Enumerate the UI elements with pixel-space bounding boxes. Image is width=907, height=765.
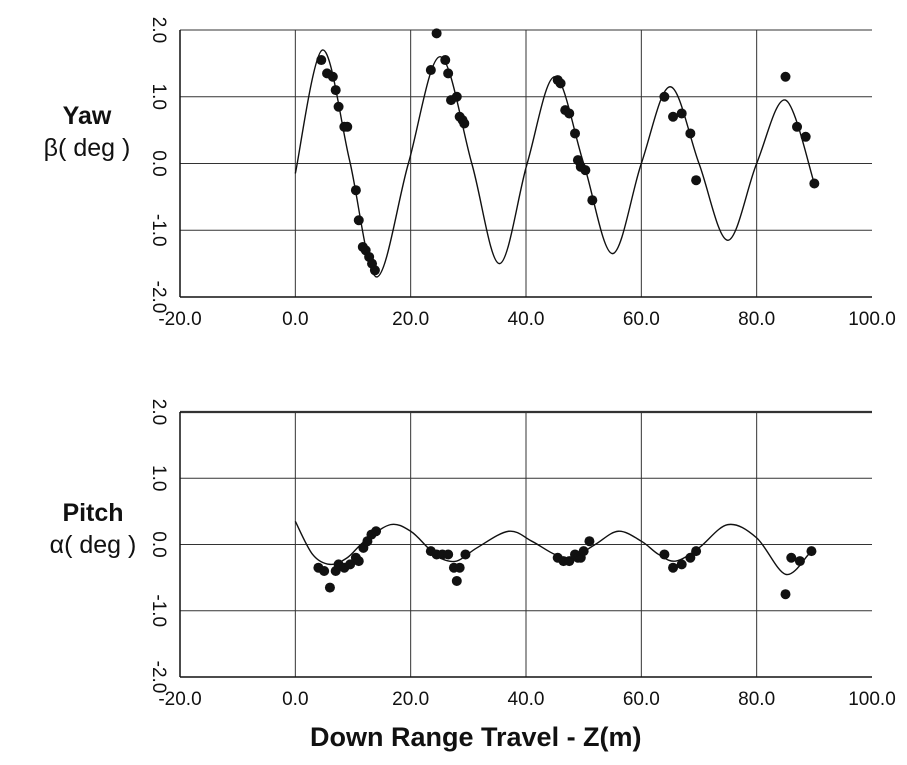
yaw-x-tick-label: 0.0: [282, 309, 308, 330]
pitch-x-tick-label: 40.0: [508, 689, 545, 710]
yaw-data-point: [587, 195, 598, 206]
pitch-y-tick-label: -2.0: [148, 661, 169, 694]
pitch-axis-label-unit: α( deg ): [49, 531, 137, 559]
pitch-x-tick-label: 0.0: [282, 689, 308, 710]
pitch-data-point: [584, 536, 595, 547]
pitch-x-tick-label: 20.0: [392, 689, 429, 710]
pitch-data-point: [345, 559, 356, 570]
yaw-x-tick-label: -20.0: [158, 309, 201, 330]
yaw-y-tick-label: 0.0: [148, 150, 169, 176]
pitch-data-point: [443, 549, 454, 560]
yaw-x-tick-label: 100.0: [848, 309, 896, 330]
yaw-data-point: [342, 121, 353, 132]
pitch-data-point: [353, 556, 364, 567]
yaw-data-point: [451, 91, 462, 102]
yaw-data-point: [659, 91, 670, 102]
yaw-x-tick-label: 20.0: [392, 309, 429, 330]
pitch-plot-panel: -2.0 -1.0 0.0 1.0 2.0 -20.0 0.0 20.0 40.0 60.0 80.…: [148, 399, 896, 710]
pitch-x-tick-label: 60.0: [623, 689, 660, 710]
yaw-data-point: [668, 111, 679, 122]
yaw-x-tick-label: 40.0: [508, 309, 545, 330]
pitch-data-point: [668, 562, 679, 573]
pitch-axis-label: Pitch α( deg ): [28, 497, 158, 561]
pitch-x-tick-label: -20.0: [158, 689, 201, 710]
pitch-data-point: [451, 575, 462, 586]
pitch-data-point: [324, 582, 335, 593]
yaw-x-tick-label: 80.0: [738, 309, 775, 330]
yaw-y-tick-label: -2.0: [148, 281, 169, 314]
yaw-data-point: [780, 71, 791, 82]
yaw-axis-label: Yaw β( deg ): [22, 100, 152, 164]
pitch-x-tick-label: 80.0: [738, 689, 775, 710]
pitch-y-tick-label: 1.0: [148, 465, 169, 491]
yaw-data-point: [800, 131, 811, 142]
yaw-x-tick-label: 60.0: [623, 309, 660, 330]
pitch-fit-curve: [294, 520, 810, 576]
yaw-plot-panel: -2.0 -1.0 0.0 1.0 2.0 -20.0 0.0 20.0 40.0 60.0 80.…: [148, 17, 896, 330]
pitch-x-tick-label: 100.0: [848, 689, 896, 710]
pitch-y-tick-label: 2.0: [148, 399, 169, 425]
yaw-y-tick-label: -1.0: [148, 214, 169, 247]
pitch-data-point: [319, 566, 330, 576]
pitch-axis-label-name: Pitch: [62, 499, 124, 527]
pitch-y-tick-label: 0.0: [148, 531, 169, 557]
pitch-data-point: [676, 559, 687, 570]
yaw-data-point: [564, 108, 575, 119]
yaw-y-tick-label: 2.0: [148, 17, 169, 43]
yaw-axis-label-unit: β( deg ): [43, 134, 131, 162]
yaw-data-point: [353, 215, 364, 226]
pitch-data-point: [806, 546, 817, 557]
pitch-data-point: [794, 556, 805, 567]
x-axis-title: Down Range Travel - Z(m): [310, 722, 642, 752]
pitch-data-point: [454, 562, 465, 573]
yaw-data-point: [431, 28, 442, 39]
pitch-data-point: [460, 549, 471, 560]
pitch-data-point: [780, 589, 791, 600]
yaw-axis-label-name: Yaw: [62, 102, 112, 130]
yaw-y-tick-label: 1.0: [148, 84, 169, 110]
yaw-data-point: [691, 175, 702, 186]
pitch-data-point: [786, 552, 797, 563]
yaw-fit-curve: [294, 49, 815, 278]
pitch-y-tick-label: -1.0: [148, 594, 169, 627]
